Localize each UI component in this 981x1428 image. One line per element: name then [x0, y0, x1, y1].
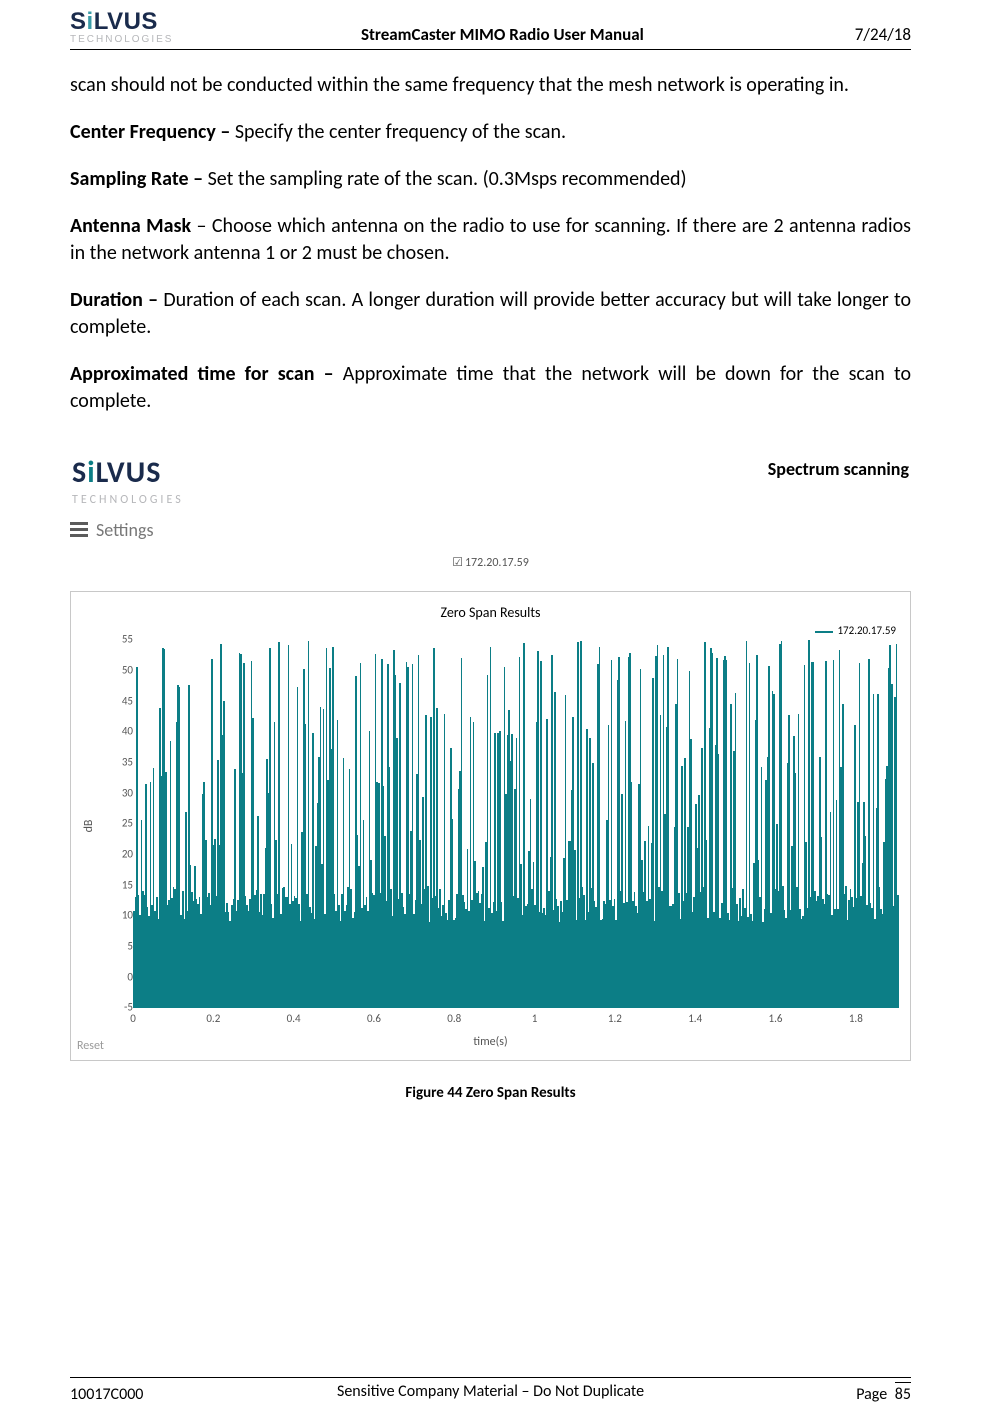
- definition-text: Duration of each scan. A longer duration…: [70, 288, 911, 339]
- zero-span-chart: Zero Span Results 172.20.17.59 dB -50510…: [70, 591, 911, 1061]
- page-header: SiLVUS TECHNOLOGIES StreamCaster MIMO Ra…: [70, 0, 911, 50]
- hamburger-icon[interactable]: [70, 522, 88, 537]
- header-title: StreamCaster MIMO Radio User Manual: [150, 24, 855, 45]
- definition-item: Center Frequency – Specify the center fr…: [70, 119, 911, 146]
- page-footer: 10017C000 Sensitive Company Material – D…: [70, 1377, 911, 1404]
- definition-text: Specify the center frequency of the scan…: [235, 120, 566, 144]
- footer-page: Page 85: [856, 1382, 911, 1404]
- definition-label: Duration –: [70, 288, 163, 312]
- screenshot-logo: SiLVUS TECHNOLOGIES: [72, 453, 184, 508]
- definition-item: Antenna Mask – Choose which antenna on t…: [70, 213, 911, 267]
- ip-label: 172.20.17.59: [465, 556, 529, 570]
- settings-link[interactable]: Settings: [96, 518, 154, 542]
- intro-paragraph: scan should not be conducted within the …: [70, 72, 911, 99]
- chart-legend: 172.20.17.59: [815, 624, 896, 639]
- legend-line-icon: [815, 631, 833, 633]
- reset-link[interactable]: Reset: [77, 1038, 104, 1054]
- definition-text: Set the sampling rate of the scan. (0.3M…: [208, 167, 687, 191]
- definition-label: Sampling Rate –: [70, 167, 208, 191]
- plot-area: [133, 640, 896, 1008]
- main-content: scan should not be conducted within the …: [70, 50, 911, 1103]
- checkbox-icon[interactable]: ☑: [452, 555, 463, 569]
- header-date: 7/24/18: [855, 24, 911, 45]
- legend-label: 172.20.17.59: [837, 624, 896, 639]
- y-axis: -50510152025303540455055: [107, 640, 133, 1008]
- figure-caption: Figure 44 Zero Span Results: [70, 1083, 911, 1103]
- x-axis: 00.20.40.60.811.21.41.61.8: [133, 1012, 896, 1032]
- embedded-screenshot: SiLVUS TECHNOLOGIES Spectrum scanning Se…: [70, 453, 911, 1103]
- chart-title: Zero Span Results: [79, 604, 902, 623]
- ip-checkbox-row[interactable]: ☑172.20.17.59: [70, 554, 911, 571]
- definition-label: Approximated time for scan –: [70, 362, 343, 386]
- screenshot-page-title: Spectrum scanning: [768, 457, 909, 481]
- footer-page-number: 85: [895, 1382, 911, 1404]
- definition-item: Sampling Rate – Set the sampling rate of…: [70, 166, 911, 193]
- screenshot-logo-sub: TECHNOLOGIES: [72, 492, 184, 508]
- footer-center: Sensitive Company Material – Do Not Dupl…: [337, 1382, 644, 1401]
- y-axis-label: dB: [81, 820, 97, 833]
- definition-label: Center Frequency –: [70, 120, 235, 144]
- footer-doc-id: 10017C000: [70, 1385, 143, 1404]
- definition-item: Approximated time for scan – Approximate…: [70, 361, 911, 415]
- definition-sep: –: [191, 214, 212, 238]
- definition-item: Duration – Duration of each scan. A long…: [70, 287, 911, 341]
- definition-label: Antenna Mask: [70, 214, 191, 238]
- x-axis-label: time(s): [473, 1034, 507, 1050]
